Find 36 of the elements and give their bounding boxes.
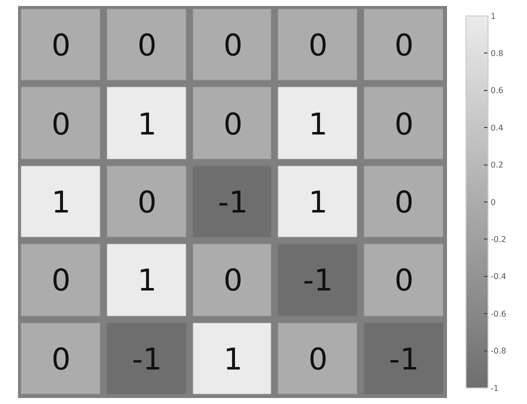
- data-label: 0: [223, 264, 243, 298]
- data-label: -1: [303, 264, 333, 298]
- color-bar-label: -0.6: [490, 309, 506, 318]
- color-bar-label: 0.8: [490, 49, 504, 58]
- color-bar-label: -0.2: [490, 235, 506, 244]
- data-label: 1: [51, 186, 71, 220]
- data-label: 0: [223, 108, 243, 142]
- data-label: 0: [223, 28, 243, 64]
- data-label: 0: [394, 186, 414, 220]
- color-bar-label: 0: [490, 198, 496, 207]
- data-label: 0: [394, 264, 414, 298]
- data-label: 1: [223, 342, 243, 378]
- color-bar-label: 0.2: [490, 160, 504, 170]
- color-bar-label: 0.4: [490, 123, 504, 132]
- data-label: -1: [218, 186, 248, 220]
- data-label: -1: [132, 342, 162, 378]
- data-label: 1: [137, 264, 157, 298]
- data-label: 0: [394, 108, 414, 142]
- color-bar-label: 0.6: [490, 86, 504, 96]
- data-label: 1: [308, 108, 328, 142]
- data-label: -1: [389, 342, 419, 378]
- data-label: 0: [137, 28, 157, 64]
- data-label: 0: [308, 342, 328, 378]
- data-label: 0: [137, 186, 157, 220]
- data-label: 0: [51, 28, 71, 64]
- color-bar-label: -0.4: [490, 272, 506, 282]
- color-bar-label: -1: [490, 384, 499, 393]
- data-label: 0: [51, 108, 71, 142]
- data-label: 1: [137, 108, 157, 142]
- color-bar-label: 1: [490, 12, 496, 21]
- data-label: 0: [308, 28, 328, 64]
- data-label: 0: [51, 342, 71, 378]
- color-bar-label: -0.8: [490, 346, 506, 356]
- data-label: 0: [394, 28, 414, 64]
- data-label: 1: [308, 186, 328, 220]
- data-label: 0: [51, 264, 71, 298]
